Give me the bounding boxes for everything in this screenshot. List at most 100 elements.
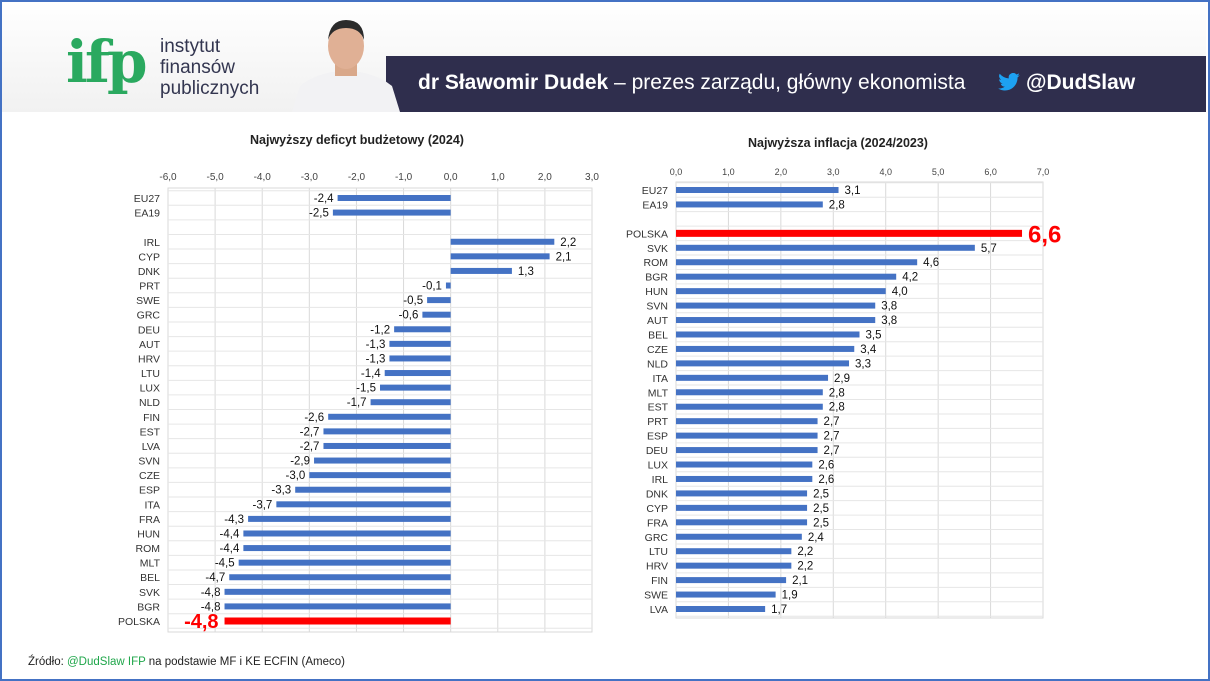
category-label: EST	[648, 402, 669, 414]
bar	[323, 428, 451, 435]
data-label: -3,7	[253, 499, 273, 511]
bar	[309, 472, 451, 479]
category-label: FRA	[647, 517, 668, 529]
data-label: -2,7	[300, 426, 320, 438]
data-label: -1,4	[361, 368, 381, 380]
category-label: EU27	[134, 193, 160, 205]
category-label: CYP	[646, 503, 668, 515]
category-label: CYP	[138, 251, 160, 263]
data-label: 4,6	[923, 257, 939, 269]
category-label: BEL	[648, 329, 668, 341]
bar	[676, 259, 918, 266]
category-label: SVK	[139, 587, 160, 599]
tick-label: -3,0	[301, 172, 319, 183]
category-label: SVK	[647, 243, 668, 255]
data-label: 3,3	[855, 358, 871, 370]
bar	[427, 297, 451, 304]
tick-label: 3,0	[585, 172, 599, 183]
category-label: ESP	[647, 431, 668, 443]
category-label: PRT	[647, 416, 668, 428]
data-label: 5,7	[981, 243, 997, 255]
bar	[676, 288, 886, 295]
author-name: dr Sławomir Dudek – prezes zarządu, głów…	[418, 71, 966, 94]
category-label: BEL	[140, 572, 160, 584]
data-label: 2,6	[818, 460, 834, 472]
bar	[676, 533, 802, 540]
author-photo	[292, 20, 400, 112]
data-label: -3,0	[286, 470, 306, 482]
category-label: BGR	[645, 272, 668, 284]
bar	[229, 574, 451, 581]
category-label: SWE	[644, 590, 668, 602]
tick-label: 1,0	[722, 167, 735, 177]
bar	[676, 360, 850, 367]
bar	[676, 389, 823, 396]
bar	[337, 195, 451, 201]
category-label: AUT	[647, 315, 669, 327]
bar	[676, 606, 766, 612]
category-label: HRV	[138, 353, 160, 365]
bar	[676, 403, 823, 410]
category-label: ROM	[644, 257, 669, 269]
bar	[676, 374, 829, 381]
bar	[676, 201, 823, 208]
logo-line: instytut	[160, 36, 221, 57]
category-label: EST	[140, 426, 161, 438]
bar	[243, 545, 451, 552]
category-label: IRL	[652, 474, 669, 486]
data-label: 3,4	[860, 344, 877, 356]
category-label: EA19	[134, 208, 160, 220]
data-label: 2,7	[824, 445, 840, 457]
category-label: MLT	[648, 387, 669, 399]
tick-label: -1,0	[395, 172, 413, 183]
category-label: AUT	[139, 339, 161, 351]
data-label: 1,3	[518, 266, 534, 278]
twitter-handle: @DudSlaw	[998, 71, 1135, 95]
category-label: SWE	[136, 295, 160, 307]
bar	[276, 501, 451, 508]
category-label: POLSKA	[626, 228, 668, 240]
data-label: -1,3	[366, 339, 386, 351]
bar	[676, 317, 876, 324]
data-label: -1,7	[347, 397, 367, 409]
bar	[224, 588, 451, 595]
tick-label: 3,0	[827, 167, 840, 177]
bar	[676, 504, 808, 511]
deficit-chart-title: Najwyższy deficyt budżetowy (2024)	[250, 133, 464, 147]
data-label: -2,7	[300, 441, 320, 453]
category-label: LUX	[648, 460, 668, 472]
category-label: HUN	[645, 286, 668, 298]
data-label: 2,5	[813, 488, 829, 500]
bar	[238, 559, 451, 566]
bar	[394, 326, 451, 333]
data-label: 2,2	[797, 561, 813, 573]
category-label: GRC	[137, 310, 161, 322]
category-label: DNK	[138, 266, 160, 278]
bar	[450, 253, 550, 260]
data-label: -0,1	[422, 281, 442, 293]
data-label: -4,8	[201, 587, 221, 599]
category-label: DEU	[138, 324, 160, 336]
logo-line: finansów	[160, 57, 235, 78]
bar	[314, 457, 451, 464]
category-label: LVA	[650, 604, 668, 616]
category-label: POLSKA	[118, 616, 160, 628]
category-label: ESP	[139, 485, 160, 497]
data-label-highlight: 6,6	[1028, 221, 1061, 248]
data-label: -3,3	[271, 485, 291, 497]
source-note: Źródło: @DudSlaw IFP na podstawie MF i K…	[28, 656, 345, 668]
data-label: -4,4	[220, 543, 240, 555]
bar	[389, 355, 451, 362]
tick-label: -4,0	[254, 172, 272, 183]
category-label: CZE	[139, 470, 160, 482]
bar	[332, 209, 451, 216]
logo-line: publicznych	[160, 78, 260, 99]
data-label: -0,6	[399, 310, 419, 322]
bar	[676, 591, 776, 598]
data-label: 2,7	[824, 431, 840, 443]
bar	[676, 273, 897, 280]
bar	[384, 370, 451, 377]
category-label: EA19	[642, 199, 668, 211]
